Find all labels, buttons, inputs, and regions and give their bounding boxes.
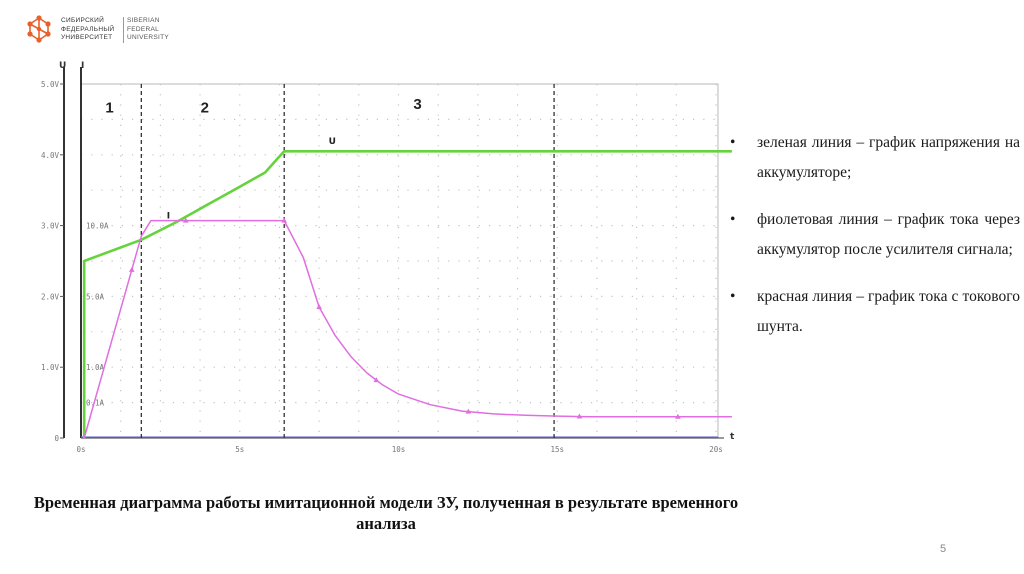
university-logo: СИБИРСКИЙ ФЕДЕРАЛЬНЫЙ УНИВЕРСИТЕТ SIBERI… — [24, 14, 169, 48]
legend-note-green: • зеленая линия – график напряжения на а… — [730, 128, 1020, 188]
y-tick-label: 0 — [54, 434, 59, 443]
series-i-marker — [465, 408, 472, 414]
legend-notes: • зеленая линия – график напряжения на а… — [730, 128, 1020, 359]
logo-line: SIBERIAN — [127, 17, 160, 24]
logo-text-en: SIBERIAN FEDERAL UNIVERSITY — [127, 17, 169, 43]
series-u-label: U — [329, 137, 336, 147]
series-u-line — [82, 150, 732, 438]
logo-line: УНИВЕРСИТЕТ — [61, 34, 113, 41]
series-i-marker — [316, 304, 322, 310]
bullet-marker: • — [730, 134, 736, 151]
x-tick-label: 20s — [709, 445, 723, 454]
legend-note-text: зеленая линия – график напряжения на акк… — [757, 134, 1020, 181]
phase-label: 1 — [105, 99, 113, 116]
current-tick-label: 0.1A — [86, 399, 105, 408]
u-axis-label: U — [59, 61, 66, 71]
phase-label: 3 — [413, 96, 421, 113]
t-axis-label: t — [730, 432, 735, 442]
bullet-marker: • — [730, 211, 736, 228]
legend-note-red: • красная линия – график тока с токового… — [730, 282, 1020, 342]
series-i-marker — [129, 266, 135, 272]
series-i-marker — [373, 377, 380, 383]
y-tick-label: 4.0V — [41, 151, 60, 160]
series-i-line — [83, 219, 732, 439]
x-tick-label: 10s — [392, 445, 406, 454]
molecule-logo-icon — [27, 15, 51, 43]
x-tick-label: 0s — [76, 445, 85, 454]
bullet-marker: • — [730, 288, 736, 305]
i-axis-label: I — [81, 61, 84, 71]
logo-line: UNIVERSITY — [127, 34, 170, 41]
y-tick-label: 1.0V — [41, 363, 60, 372]
series-i-marker — [182, 217, 189, 223]
series-i-label: I — [167, 212, 170, 222]
series-i-marker — [675, 413, 681, 419]
legend-note-text: фиолетовая линия – график тока через акк… — [757, 211, 1020, 258]
phase-label: 2 — [201, 99, 209, 116]
y-tick-label: 2.0V — [41, 292, 60, 301]
legend-note-text: красная линия – график тока с токового ш… — [757, 288, 1020, 335]
logo-line: FEDERAL — [127, 25, 160, 33]
logo-line: СИБИРСКИЙ — [61, 17, 105, 24]
y-tick-label: 5.0V — [41, 80, 60, 89]
legend-note-violet: • фиолетовая линия – график тока через а… — [730, 205, 1020, 265]
series-i-marker — [576, 413, 583, 419]
page-number: 5 — [940, 543, 947, 555]
x-tick-label: 15s — [550, 445, 564, 454]
logo-line: ФЕДЕРАЛЬНЫЙ — [61, 25, 115, 33]
timing-chart: U It 0 1.0V 2.0V 3.0V 4.0V 5.0V 10.0A 5.0A 1.0A 0.1… — [41, 61, 735, 454]
figure-caption: Временная диаграмма работы имитационной … — [33, 493, 739, 533]
y-tick-label: 3.0V — [41, 222, 60, 231]
logo-divider — [123, 17, 124, 43]
current-tick-label: 1.0A — [86, 363, 105, 372]
current-tick-label: 5.0A — [86, 292, 105, 301]
x-tick-label: 5s — [235, 445, 244, 454]
logo-text-ru: СИБИРСКИЙ ФЕДЕРАЛЬНЫЙ УНИВЕРСИТЕТ — [61, 17, 114, 43]
current-tick-label: 10.0A — [86, 222, 109, 231]
series-i-marker — [281, 217, 287, 223]
